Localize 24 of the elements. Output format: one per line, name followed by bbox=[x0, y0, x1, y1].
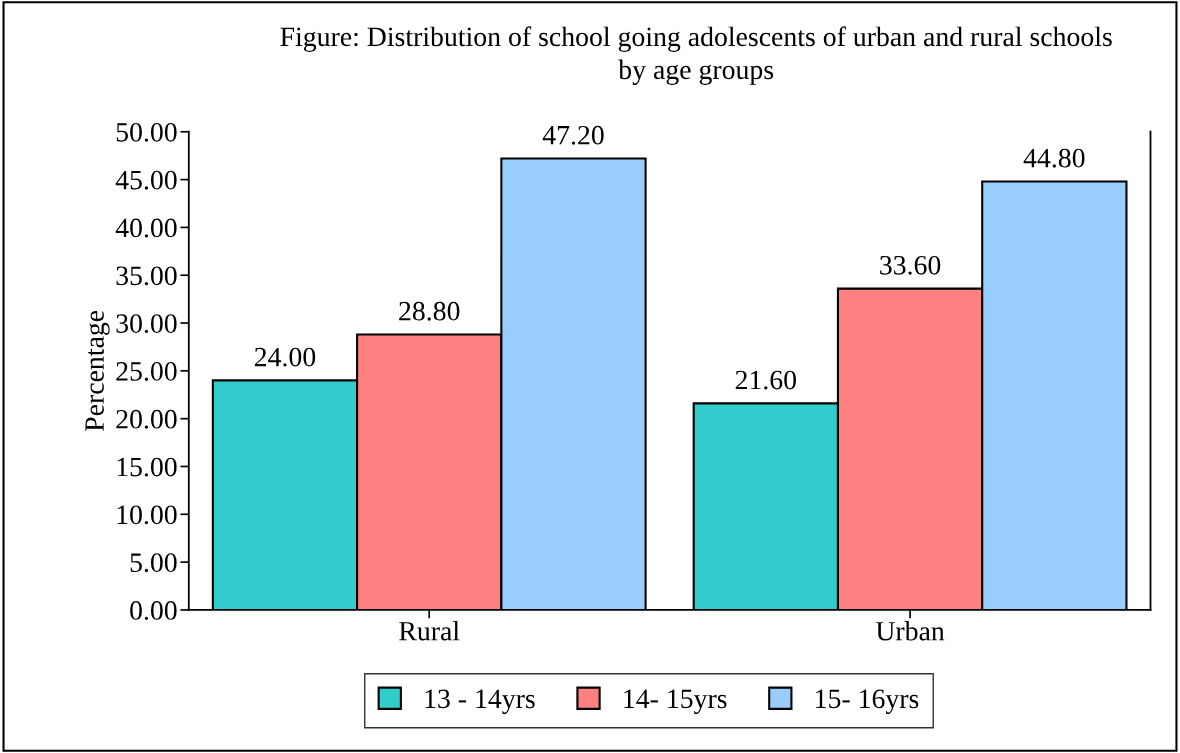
x-tick-label: Urban bbox=[875, 621, 945, 641]
legend-label: 15- 16yrs bbox=[816, 689, 919, 714]
y-tick-label: 50.00 bbox=[116, 122, 177, 142]
y-tick-label: 45.00 bbox=[115, 170, 177, 190]
data-label: 44.80 bbox=[1023, 148, 1085, 168]
y-tick-label: 40.00 bbox=[115, 218, 177, 238]
legend-label: 13 - 14yrs bbox=[425, 689, 535, 714]
y-tick-label: 25.00 bbox=[116, 362, 177, 381]
data-label: 28.80 bbox=[399, 301, 460, 321]
y-tick-label: 20.00 bbox=[116, 409, 177, 429]
data-label: 33.60 bbox=[880, 255, 941, 275]
data-label: 24.00 bbox=[254, 347, 316, 367]
y-axis-title: Percentage bbox=[85, 310, 110, 431]
y-tick-label: 15.00 bbox=[117, 457, 177, 477]
legend-label: 14- 15yrs bbox=[624, 689, 727, 714]
y-tick-label: 5.00 bbox=[130, 553, 177, 573]
chart-title: Figure: Distribution of school going adolescents of urban and rural schools by age groups bbox=[280, 26, 1112, 85]
x-tick-label: Rural bbox=[399, 621, 460, 641]
y-tick-label: 10.00 bbox=[117, 505, 177, 525]
data-label: 47.20 bbox=[542, 125, 604, 145]
y-tick-label: 35.00 bbox=[116, 266, 177, 286]
y-tick-label: 30.00 bbox=[116, 314, 177, 334]
y-tick-label: 0.00 bbox=[130, 601, 177, 620]
data-label: 21.60 bbox=[735, 370, 797, 390]
